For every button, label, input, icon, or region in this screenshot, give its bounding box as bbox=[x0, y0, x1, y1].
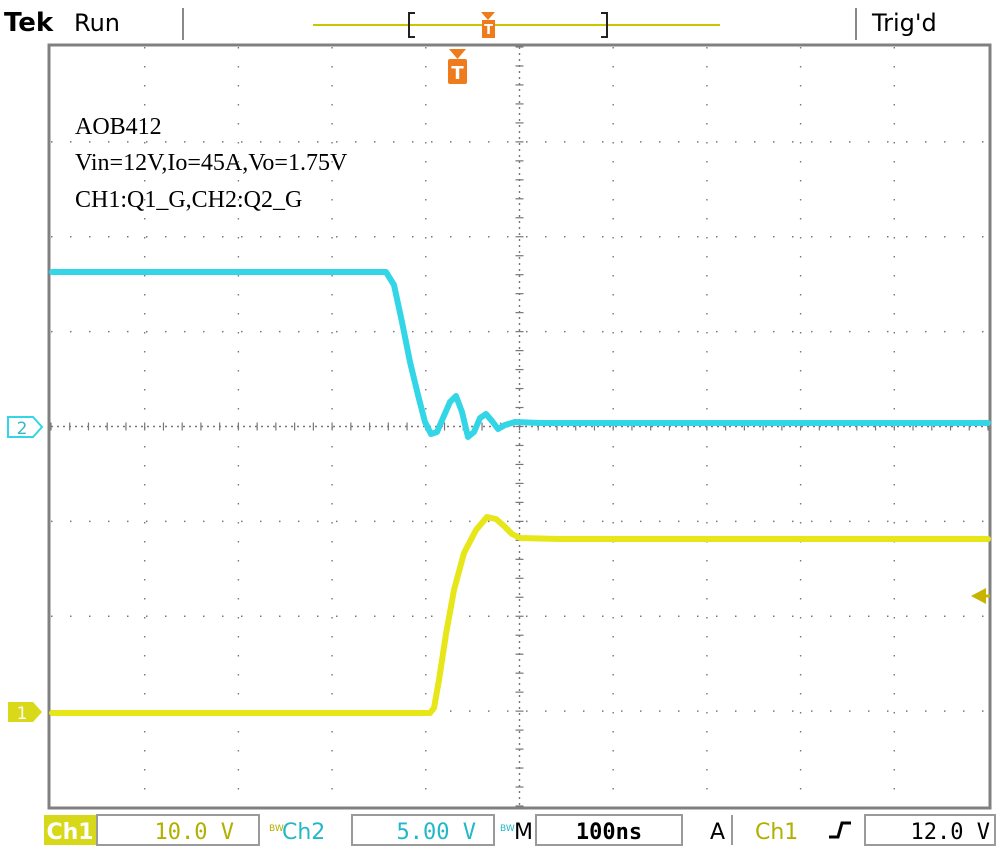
ch1-scale: 10.0 V bbox=[155, 820, 234, 845]
ch2-waveform bbox=[49, 269, 991, 440]
ch1-bandwidth-limit-icon: BW bbox=[269, 824, 284, 834]
ch1-label-badge[interactable] bbox=[44, 815, 96, 845]
annotation-part: AOB412 bbox=[75, 114, 162, 140]
ch2-ground-marker[interactable]: 2 bbox=[7, 416, 44, 439]
annotation-channels: CH1:Q1_G,CH2:Q2_G bbox=[75, 187, 302, 213]
record-position-bar[interactable] bbox=[313, 12, 720, 38]
timebase-label: M bbox=[514, 820, 533, 845]
trigger-point-marker[interactable]: T bbox=[448, 49, 467, 84]
ch1-marker-label: 1 bbox=[17, 704, 28, 724]
ch1-waveform bbox=[49, 514, 991, 716]
status-bar: Ch1 10.0 V BW Ch2 5.00 V BW M 100ns A Ch… bbox=[44, 814, 996, 846]
graticule-grid bbox=[50, 46, 989, 807]
rising-edge-slope-icon[interactable] bbox=[829, 821, 851, 839]
ch2-marker-label: 2 bbox=[17, 419, 28, 439]
ch2-bandwidth-limit-icon: BW bbox=[500, 824, 515, 834]
ch2-scale-box[interactable] bbox=[351, 814, 495, 846]
ch1-label: Ch1 bbox=[46, 820, 93, 845]
trigger-source[interactable]: Ch1 bbox=[755, 820, 798, 845]
trigger-position-label: T bbox=[484, 23, 493, 38]
ch2-label[interactable]: Ch2 bbox=[282, 820, 325, 845]
trigger-level[interactable]: 12.0 V bbox=[911, 820, 990, 845]
run-status: Run bbox=[74, 9, 120, 37]
timebase-value: 100ns bbox=[576, 820, 642, 845]
trigger-position-marker[interactable]: T bbox=[481, 12, 495, 38]
trigger-level-arrow-icon[interactable] bbox=[971, 588, 986, 604]
ch1-scale-box[interactable] bbox=[96, 814, 260, 846]
ch1-ground-marker[interactable]: 1 bbox=[8, 702, 42, 724]
ch2-scale: 5.00 V bbox=[397, 820, 476, 845]
trigger-level-box bbox=[864, 814, 996, 846]
timebase-box[interactable] bbox=[535, 814, 683, 846]
brand-label: Tek bbox=[4, 8, 54, 38]
trigger-point-label: T bbox=[451, 63, 464, 84]
acquisition-mode: A bbox=[710, 820, 725, 845]
annotation-conditions: Vin=12V,Io=45A,Vo=1.75V bbox=[75, 150, 348, 176]
trigger-state: Trig'd bbox=[871, 9, 937, 37]
